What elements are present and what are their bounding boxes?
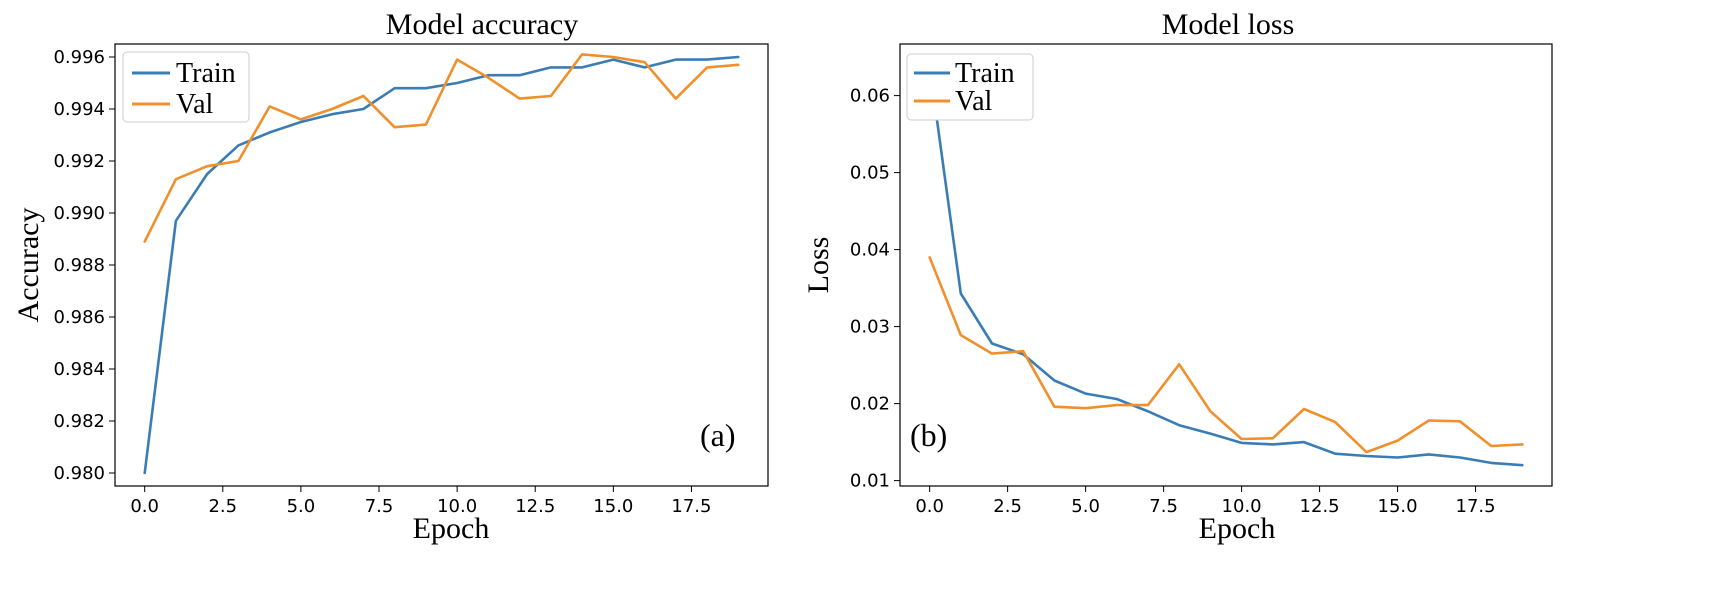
x-tick-label: 7.5	[365, 496, 394, 517]
panel-label: (b)	[910, 417, 947, 453]
x-tick-label: 0.0	[130, 496, 159, 517]
x-axis-label: Epoch	[413, 512, 490, 545]
y-tick-label: 0.02	[850, 394, 890, 415]
series-line-val	[928, 255, 1524, 454]
legend: Train Val	[906, 53, 1034, 121]
chart-title: Model loss	[1162, 8, 1295, 41]
x-tick-label: 17.5	[671, 496, 711, 517]
panel-label: (a)	[700, 417, 736, 453]
y-tick-label: 0.04	[850, 240, 890, 261]
x-tick-label: 10.0	[437, 496, 477, 517]
legend: Train Val	[122, 51, 250, 123]
y-tick-label: 0.05	[850, 163, 890, 184]
x-tick-label: 12.5	[515, 496, 555, 517]
x-tick-label: 17.5	[1456, 496, 1496, 517]
x-tick-label: 5.0	[287, 496, 316, 517]
legend-label-train: Train	[176, 58, 236, 89]
x-axis-label: Epoch	[1199, 512, 1276, 545]
y-axis: 0.980 0.982 0.984 0.986 0.988 0.990 0.992 0.994…	[53, 47, 115, 484]
chart-title: Model accuracy	[386, 8, 578, 41]
legend-label-train: Train	[955, 58, 1015, 89]
plot-frame	[899, 43, 1553, 487]
legend-label-val: Val	[176, 89, 214, 120]
y-tick-label: 0.06	[850, 86, 890, 107]
series-line-train	[928, 65, 1524, 467]
x-tick-label: 0.0	[915, 496, 944, 517]
y-axis-label: Loss	[802, 237, 835, 294]
y-axis-label: Accuracy	[12, 208, 45, 323]
x-tick-label: 10.0	[1222, 496, 1262, 517]
x-tick-label: 5.0	[1071, 496, 1100, 517]
y-tick-label: 0.990	[53, 203, 105, 224]
x-axis: 0.0 2.5 5.0 7.5 10.0 12.5 15.0 17.5	[915, 486, 1496, 517]
x-tick-label: 2.5	[993, 496, 1022, 517]
accuracy-chart: Model accuracy 0.980 0.982 0.984 0.986 0.988…	[12, 8, 769, 545]
y-tick-label: 0.996	[53, 47, 105, 68]
y-tick-label: 0.982	[53, 411, 105, 432]
y-tick-label: 0.980	[53, 463, 105, 484]
y-tick-label: 0.01	[850, 471, 890, 492]
y-tick-label: 0.03	[850, 317, 890, 338]
series-line-val	[143, 53, 740, 243]
legend-label-val: Val	[955, 86, 993, 117]
x-tick-label: 2.5	[208, 496, 237, 517]
x-tick-label: 15.0	[1378, 496, 1418, 517]
y-tick-label: 0.986	[53, 307, 105, 328]
loss-chart: Model loss 0.01 0.02 0.03 0.04 0.05 0.06 0.0 2…	[802, 8, 1553, 545]
series-line-train	[143, 55, 740, 475]
legend-box	[906, 53, 1034, 121]
y-tick-label: 0.988	[53, 255, 105, 276]
y-tick-label: 0.994	[53, 99, 105, 120]
x-tick-label: 12.5	[1300, 496, 1340, 517]
y-tick-label: 0.984	[53, 359, 105, 380]
y-axis: 0.01 0.02 0.03 0.04 0.05 0.06	[850, 86, 900, 492]
series-lines	[928, 65, 1524, 467]
x-tick-label: 15.0	[593, 496, 633, 517]
x-tick-label: 7.5	[1149, 496, 1178, 517]
y-tick-label: 0.992	[53, 151, 105, 172]
series-lines	[143, 53, 740, 475]
x-axis: 0.0 2.5 5.0 7.5 10.0 12.5 15.0 17.5	[130, 486, 711, 517]
